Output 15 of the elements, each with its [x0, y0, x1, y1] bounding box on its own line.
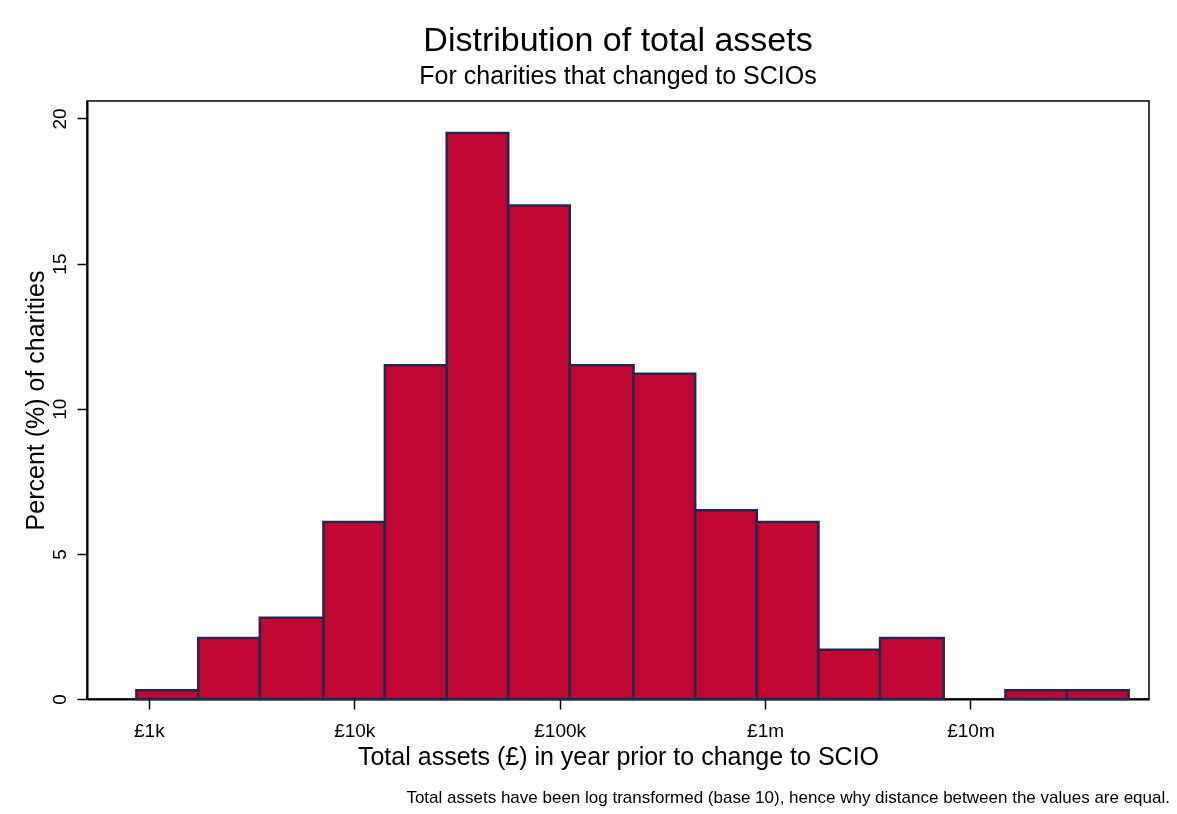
x-axis-title: Total assets (£) in year prior to change to SCIO — [357, 741, 880, 770]
text: Total assets have been log transformed (base 10), hence why distance between the values are equal. — [405, 788, 1170, 808]
x-tick-label: £100k — [534, 719, 587, 741]
x-tick-label: £10k — [334, 719, 376, 741]
y-tick-label: 15 — [48, 253, 70, 275]
chart-subtitle: For charities that changed to SCIOs — [419, 61, 817, 89]
y-axis-title: Percent (%) of charities — [20, 270, 49, 531]
y-tick-label: 5 — [48, 549, 70, 560]
x-tick-label: £10m — [947, 719, 995, 741]
y-tick-label: 0 — [48, 694, 70, 705]
chart-title: Distribution of total assets — [423, 20, 813, 58]
x-tick-label: £1m — [747, 719, 785, 741]
y-tick-label: 10 — [48, 398, 70, 420]
x-tick-label: £1k — [134, 719, 166, 741]
y-tick-label: 20 — [48, 108, 70, 130]
